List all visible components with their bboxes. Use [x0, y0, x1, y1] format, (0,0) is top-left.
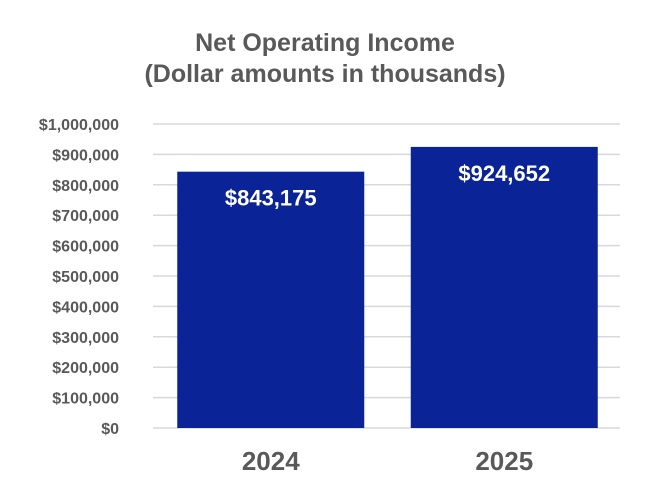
y-tick-label: $500,000 [52, 269, 119, 286]
y-axis-tick-labels: $0 $100,000 $200,000 $300,000 $400,000 $500,0… [39, 117, 119, 438]
bar-2025 [410, 146, 598, 428]
chart-title: Net Operating Income [195, 29, 455, 57]
x-category-label: 2024 [242, 446, 300, 476]
y-tick-label: $800,000 [52, 178, 119, 195]
y-tick-label: $200,000 [52, 360, 119, 377]
y-tick-label: $300,000 [52, 330, 119, 347]
y-tick-label: $400,000 [52, 299, 119, 316]
y-tick-label: $900,000 [52, 147, 119, 164]
bar-value-labels: $843,175 $924,652 [225, 161, 550, 211]
bar-2024 [177, 171, 365, 428]
bar-value-label: $843,175 [225, 186, 317, 211]
bars [177, 146, 598, 428]
y-tick-label: $700,000 [52, 208, 119, 225]
y-tick-label: $0 [101, 421, 119, 438]
chart-subtitle: (Dollar amounts in thousands) [144, 60, 505, 88]
y-tick-label: $1,000,000 [39, 117, 119, 134]
y-tick-label: $100,000 [52, 391, 119, 408]
x-axis-category-labels: 2024 2025 [242, 446, 533, 476]
y-tick-label: $600,000 [52, 239, 119, 256]
x-category-label: 2025 [475, 446, 533, 476]
bar-value-label: $924,652 [458, 161, 550, 186]
